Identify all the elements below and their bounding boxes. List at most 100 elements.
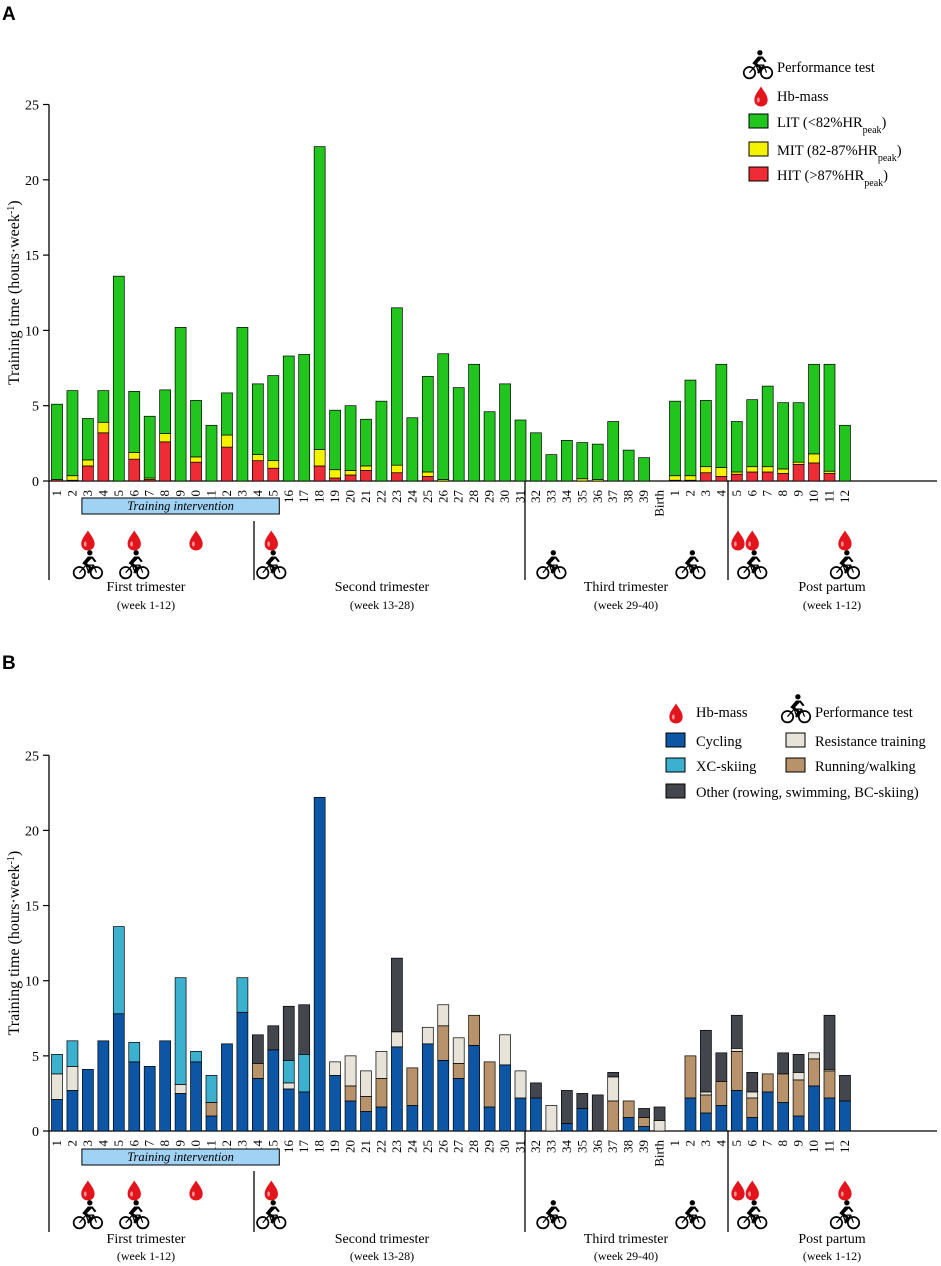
bar-cycling-44 [715,1105,728,1132]
legend-swatch [748,113,769,129]
panel-letter: A [2,4,16,25]
bar-lit-11 [205,424,218,482]
x-tick-label: 23 [389,1140,404,1153]
x-tick-label: 16 [281,490,296,504]
bar-other-17 [298,1004,311,1055]
bar-running-walking-24 [406,1067,419,1106]
bar-hit-51 [823,473,836,482]
bar-cycling-10 [190,1061,202,1132]
x-tick-label: Birth [652,1140,667,1167]
group-subtitle: (week 29-40) [594,598,658,612]
bar-running-walking-27 [452,1063,465,1079]
legend-swatch [748,166,769,182]
x-tick-label: 30 [497,1140,512,1153]
bar-hit-18 [313,465,326,482]
bar-lit-24 [406,417,419,482]
y-tick-label: 20 [25,824,39,839]
bar-mit-14 [252,454,264,462]
bar-other-23 [391,957,403,1033]
y-tick-label: 10 [25,324,39,339]
x-tick-label: 32 [528,1140,543,1153]
group-subtitle: (week 13-28) [350,598,414,612]
bar-mit-25 [421,471,434,477]
x-tick-label: 19 [327,490,342,503]
x-tick-label: 28 [466,490,481,503]
bar-cycling-16 [282,1088,295,1132]
bar-mit-21 [360,465,372,471]
group-subtitle: (week 1-12) [803,598,861,612]
bar-mit-44 [715,467,728,477]
bar-mit-4 [97,421,110,434]
bar-lit-10 [190,400,202,458]
bar-cycling-18 [313,796,326,1132]
bar-resistance-training-37 [607,1076,620,1102]
x-tick-label: 8 [157,490,172,497]
bar-xc-skiing-1 [51,1053,63,1075]
bar-hit-50 [808,462,820,482]
x-tick-label: 2 [682,1140,697,1147]
bar-cycling-35 [576,1108,589,1132]
legend-label: XC-skiing [696,759,756,775]
x-tick-label: 25 [420,1140,435,1153]
bar-lit-12 [221,392,233,436]
x-tick-label: 34 [559,490,574,504]
bar-mit-50 [808,453,820,464]
bar-hit-20 [344,474,357,482]
bar-resistance-training-49 [792,1072,805,1081]
x-tick-label: 8 [775,1140,790,1147]
group-title: First trimester [107,1232,186,1247]
legend-label: LIT (<82%HRpeak) [777,115,887,136]
bar-lit-33 [545,454,558,482]
cyclist-icon [72,550,104,580]
bar-lit-9 [174,327,187,482]
x-tick-label: 39 [636,1140,651,1153]
bar-other-46 [746,1072,759,1093]
x-tick-label: 33 [543,1140,558,1153]
group-subtitle: (week 29-40) [594,1249,658,1263]
x-tick-label: 6 [126,490,141,497]
bar-other-16 [282,1005,295,1061]
group-title: Post partum [798,580,865,595]
blood-drop-icon [81,1180,95,1201]
bar-cycling-14 [252,1078,264,1132]
x-tick-label: 17 [296,1140,311,1154]
bar-cycling-23 [391,1046,403,1132]
x-tick-label: 11 [822,490,837,503]
cyclist-icon [737,1200,768,1230]
bar-hit-46 [746,471,759,482]
bar-hit-25 [421,476,434,482]
bar-running-walking-37 [607,1100,620,1132]
bar-lit-25 [421,375,434,473]
x-tick-label: 18 [312,490,327,503]
bar-other-36 [591,1094,604,1132]
bar-cycling-27 [452,1078,465,1132]
blood-drop-icon [669,703,683,724]
bar-xc-skiing-13 [236,977,249,1013]
legend-label: HIT (>87%HRpeak) [777,168,888,189]
bar-other-37 [607,1072,620,1078]
group-subtitle: (week 13-28) [350,1249,414,1263]
group-subtitle: (week 1-12) [803,1249,861,1263]
x-tick-label: 4 [713,490,728,497]
legend-label: Resistance training [815,734,926,750]
bar-lit-30 [499,383,511,482]
cyclist-icon [675,550,706,580]
bar-other-15 [267,1025,280,1051]
blood-drop-icon [189,1180,203,1201]
panel-letter: B [2,653,16,674]
bar-lit-41 [669,400,681,477]
y-tick-label: 0 [32,475,39,490]
training-intervention-bar [81,497,280,515]
bar-running-walking-21 [360,1096,372,1112]
bar-resistance-training-46 [746,1091,759,1099]
bar-running-walking-47 [761,1073,774,1093]
x-tick-label: 35 [574,490,589,503]
bar-lit-13 [236,327,249,482]
x-tick-label: 7 [142,1140,157,1147]
bar-mit-10 [190,456,202,463]
x-tick-label: 4 [95,490,110,497]
x-tick-label: 38 [621,1140,636,1153]
bar-lit-8 [159,389,171,434]
